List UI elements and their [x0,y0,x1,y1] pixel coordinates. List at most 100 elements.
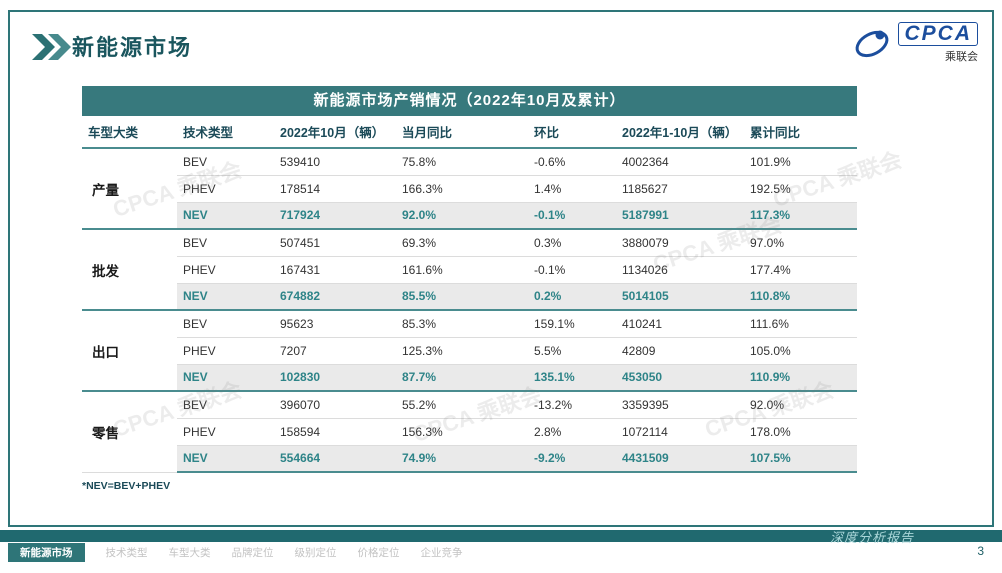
cpca-swirl-icon [856,30,889,58]
tech-type-cell: PHEV [177,418,274,446]
footer-tab-3[interactable]: 品牌定位 [231,547,274,559]
value-cell: 1185627 [616,175,744,203]
value-cell: 539410 [274,147,396,176]
table-title: 新能源市场产销情况（2022年10月及累计） [82,86,857,116]
value-cell: 125.3% [396,337,528,365]
column-header-5: 2022年1-10月（辆） [616,116,744,149]
table-row-group3-nev: NEV 554664 74.9% -9.2% 4431509 107.5% [82,445,857,473]
value-cell: 95623 [274,309,396,338]
value-cell: 554664 [274,445,396,473]
footer-tab-2[interactable]: 车型大类 [168,547,211,559]
table-row-group2-phev: PHEV 7207 125.3% 5.5% 42809 105.0% [82,337,857,365]
tech-type-cell: PHEV [177,337,274,365]
value-cell: 1.4% [528,175,616,203]
cpca-logo-text: CPCA 乘联会 [898,22,978,64]
data-table-section: 新能源市场产销情况（2022年10月及累计） 车型大类 技术类型 2022年10月（… [82,86,857,492]
value-cell: 1134026 [616,256,744,284]
footer-tab-1[interactable]: 技术类型 [105,547,148,559]
slide-frame: 新能源市场 CPCA 乘联会 新能源市场产销情况（2022年10月及累计） [8,10,994,527]
value-cell: 69.3% [396,228,528,257]
value-cell: 156.3% [396,418,528,446]
page-title: 新能源市场 [72,35,193,60]
table-row-group1-nev: NEV 674882 85.5% 0.2% 5014105 110.8% [82,283,857,311]
cpca-logo: CPCA 乘联会 [852,22,978,64]
category-cell-1: 批发 [82,228,177,311]
value-cell: 167431 [274,256,396,284]
tech-type-cell: BEV [177,147,274,176]
value-cell: -0.1% [528,256,616,284]
tech-type-cell: NEV [177,283,274,311]
column-header-6: 累计同比 [744,116,857,149]
footer-tab-6[interactable]: 企业竞争 [420,547,463,559]
value-cell: 55.2% [396,390,528,419]
column-header-0: 车型大类 [82,116,177,149]
value-cell: 177.4% [744,256,857,284]
value-cell: 0.2% [528,283,616,311]
value-cell: 42809 [616,337,744,365]
value-cell: 111.6% [744,309,857,338]
tech-type-cell: NEV [177,445,274,473]
footer-tab-0[interactable]: 新能源市场 [8,543,85,562]
value-cell: 5014105 [616,283,744,311]
value-cell: 4431509 [616,445,744,473]
table-row-group0-bev: 产量 BEV 539410 75.8% -0.6% 4002364 101.9% [82,147,857,230]
tech-type-cell: BEV [177,390,274,419]
value-cell: 110.9% [744,364,857,392]
category-cell-2: 出口 [82,309,177,392]
footer-tab-4[interactable]: 级别定位 [294,547,337,559]
report-label: 深度分析报告 [829,530,914,545]
value-cell: 507451 [274,228,396,257]
value-cell: 5.5% [528,337,616,365]
value-cell: 135.1% [528,364,616,392]
value-cell: 87.7% [396,364,528,392]
table-row-group1-bev: 批发 BEV 507451 69.3% 0.3% 3880079 97.0% [82,228,857,311]
footer-tab-5[interactable]: 价格定位 [357,547,400,559]
value-cell: 674882 [274,283,396,311]
value-cell: 85.3% [396,309,528,338]
value-cell: 178.0% [744,418,857,446]
value-cell: 92.0% [744,390,857,419]
value-cell: 0.3% [528,228,616,257]
table-header-row: 车型大类 技术类型 2022年10月（辆） 当月同比 环比 2022年1-10月（辆） 累计… [82,116,857,149]
value-cell: 7207 [274,337,396,365]
tech-type-cell: NEV [177,364,274,392]
value-cell: 117.3% [744,202,857,230]
tech-type-cell: BEV [177,309,274,338]
value-cell: 101.9% [744,147,857,176]
value-cell: 717924 [274,202,396,230]
category-cell-0: 产量 [82,147,177,230]
cpca-logo-cn: 乘联会 [945,51,978,63]
table-row-group0-phev: PHEV 178514 166.3% 1.4% 1185627 192.5% [82,175,857,203]
value-cell: 2.8% [528,418,616,446]
cpca-logo-name: CPCA [898,22,978,46]
table-row-group2-bev: 出口 BEV 95623 85.3% 159.1% 410241 111.6% [82,309,857,392]
column-header-1: 技术类型 [177,116,274,149]
value-cell: 3880079 [616,228,744,257]
table-footnote: *NEV=BEV+PHEV [82,480,171,492]
value-cell: 92.0% [396,202,528,230]
column-header-3: 当月同比 [396,116,528,149]
tech-type-cell: NEV [177,202,274,230]
value-cell: -0.6% [528,147,616,176]
value-cell: 97.0% [744,228,857,257]
column-header-2: 2022年10月（辆） [274,116,396,149]
table-row-group3-bev: 零售 BEV 396070 55.2% -13.2% 3359395 92.0% [82,390,857,473]
bottom-strip [0,530,1002,542]
nev-production-sales-table: 车型大类 技术类型 2022年10月（辆） 当月同比 环比 2022年1-10月（辆） 累计… [82,116,857,473]
value-cell: -9.2% [528,445,616,473]
value-cell: -0.1% [528,202,616,230]
value-cell: 453050 [616,364,744,392]
value-cell: 75.8% [396,147,528,176]
value-cell: 4002364 [616,147,744,176]
value-cell: 85.5% [396,283,528,311]
table-row-group3-phev: PHEV 158594 156.3% 2.8% 1072114 178.0% [82,418,857,446]
double-chevron-icon [32,34,71,60]
page-number: 3 [977,544,984,558]
value-cell: 5187991 [616,202,744,230]
value-cell: 192.5% [744,175,857,203]
category-cell-3: 零售 [82,390,177,473]
tech-type-cell: BEV [177,228,274,257]
value-cell: 396070 [274,390,396,419]
tech-type-cell: PHEV [177,256,274,284]
